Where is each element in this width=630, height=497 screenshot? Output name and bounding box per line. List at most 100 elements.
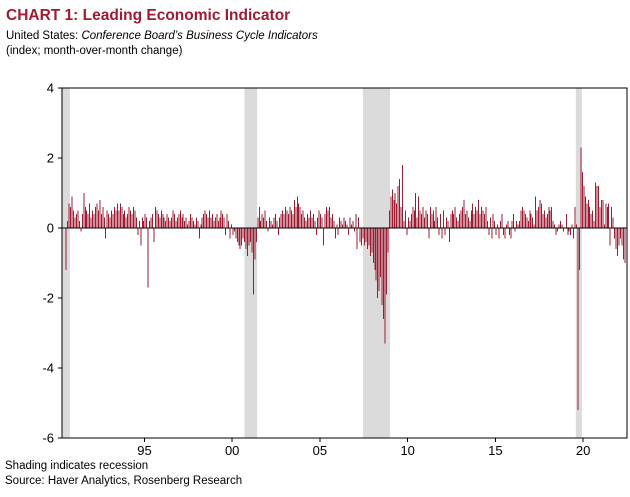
bar — [295, 207, 297, 228]
bar — [146, 217, 148, 228]
bar — [438, 228, 440, 235]
bar — [279, 217, 281, 228]
bar — [584, 196, 586, 228]
bar — [428, 228, 430, 239]
bar — [473, 214, 475, 228]
bar — [65, 228, 67, 270]
bar — [184, 221, 186, 228]
bar — [119, 203, 121, 228]
bar — [122, 214, 124, 228]
bar — [597, 186, 599, 228]
bar — [166, 214, 168, 228]
recession-band — [244, 88, 258, 438]
bar — [162, 214, 164, 228]
bar — [268, 217, 270, 228]
bar — [236, 228, 238, 242]
bar — [435, 207, 437, 228]
bar — [600, 200, 602, 228]
bar — [622, 228, 624, 260]
bar — [377, 228, 379, 298]
bar — [260, 221, 262, 228]
bar — [339, 217, 341, 228]
bar — [251, 228, 253, 253]
bar — [324, 214, 326, 228]
bar — [618, 228, 620, 246]
bar — [617, 228, 618, 256]
bar — [182, 214, 184, 228]
bar — [131, 214, 133, 228]
bar — [526, 217, 528, 228]
bar — [530, 214, 532, 228]
bar — [83, 193, 85, 228]
bar — [296, 196, 298, 228]
bar — [163, 217, 165, 228]
bar — [586, 203, 588, 228]
bar — [470, 210, 472, 228]
bar — [121, 207, 123, 228]
bar — [210, 217, 212, 228]
bar — [96, 203, 98, 228]
chart-subtitle: United States: Conference Board’s Busine… — [6, 29, 622, 43]
bar — [195, 217, 197, 228]
bar — [230, 224, 232, 228]
bar — [150, 217, 152, 228]
bar — [542, 214, 544, 228]
bar — [486, 221, 488, 228]
bar — [84, 207, 86, 228]
bar — [203, 214, 205, 228]
bar — [481, 207, 483, 228]
bar — [159, 217, 161, 228]
bar — [460, 210, 462, 228]
bar — [190, 214, 192, 228]
bar — [545, 217, 547, 228]
x-tick-label: 20 — [576, 443, 590, 458]
bar — [74, 217, 76, 228]
bar — [252, 228, 254, 295]
bar — [292, 214, 294, 228]
bar — [331, 214, 333, 228]
bar — [456, 217, 458, 228]
x-tick-label: 10 — [400, 443, 414, 458]
bar — [116, 203, 118, 228]
bar — [305, 221, 307, 228]
bar — [605, 203, 607, 228]
bar — [552, 221, 554, 228]
bar — [409, 221, 411, 228]
bar — [469, 221, 471, 228]
bar — [93, 214, 95, 228]
bar — [568, 228, 570, 232]
bar — [399, 179, 401, 228]
subtitle-series-name: Conference Board’s Business Cycle Indica… — [81, 30, 318, 42]
bar — [80, 228, 82, 232]
bar — [571, 224, 573, 228]
bar — [609, 228, 611, 246]
bar — [419, 210, 421, 228]
bar — [448, 228, 450, 242]
bar — [397, 186, 399, 228]
bar — [321, 217, 323, 228]
bar — [336, 224, 338, 228]
bar — [375, 228, 377, 281]
source-note: Source: Haver Analytics, Rosenberg Resea… — [5, 475, 243, 487]
bar — [451, 210, 453, 228]
bar — [165, 221, 167, 228]
bar — [173, 214, 175, 228]
bar — [78, 221, 80, 228]
bar — [368, 228, 370, 246]
bar — [557, 228, 559, 232]
bar — [128, 207, 130, 228]
bar — [540, 203, 542, 228]
bar — [587, 200, 589, 228]
bar — [264, 210, 266, 228]
bar — [429, 207, 431, 228]
bar — [475, 207, 477, 228]
bar — [207, 217, 209, 228]
bar — [67, 221, 69, 228]
bar — [418, 196, 420, 228]
bar — [485, 207, 487, 228]
bar — [248, 228, 250, 246]
bar — [619, 228, 621, 239]
bar — [596, 186, 598, 228]
bar — [498, 228, 500, 239]
bar — [567, 228, 569, 235]
